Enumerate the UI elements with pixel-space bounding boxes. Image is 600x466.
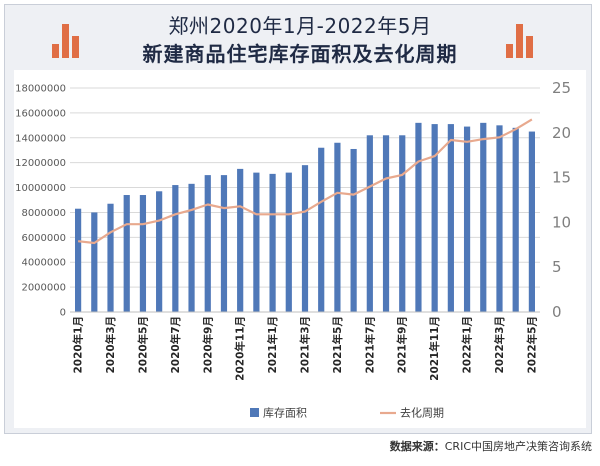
y-left-tick-label: 18000000 — [15, 84, 66, 95]
bar — [463, 126, 471, 312]
bar — [318, 147, 325, 312]
bar — [91, 212, 98, 312]
axis-layer: 0 2000000 4000000 6000000 8000000 10000000 120… — [15, 79, 571, 381]
bar — [139, 195, 147, 312]
y-left-tick-label: 10000000 — [15, 183, 66, 194]
y-right-tick-label: 15 — [552, 169, 571, 187]
bar — [107, 203, 114, 312]
bar — [123, 195, 130, 312]
y-left-tick-label: 4000000 — [21, 258, 66, 269]
bar — [350, 148, 357, 312]
x-tick-label: 2020年5月 — [136, 316, 149, 374]
bar — [366, 135, 373, 312]
legend: 库存面积 去化周期 — [250, 406, 444, 420]
bar — [188, 183, 195, 312]
y-left-tick-label: 2000000 — [21, 283, 66, 294]
bar — [480, 122, 487, 312]
bar — [204, 175, 211, 312]
y-left-tick-label: 16000000 — [15, 108, 66, 119]
bar — [382, 135, 390, 312]
bar — [496, 125, 503, 312]
y-right-tick-label: 10 — [552, 213, 571, 231]
bar — [172, 185, 179, 312]
bar — [431, 124, 438, 312]
bar — [399, 135, 406, 312]
y-right-tick-label: 25 — [552, 79, 571, 97]
bar — [512, 127, 519, 312]
bar — [301, 165, 309, 312]
source-note: 数据来源：CRIC中国房地产决策咨询系统 — [330, 438, 592, 454]
y-right-tick-label: 20 — [552, 124, 571, 142]
y-left-tick-label: 6000000 — [21, 233, 66, 244]
x-tick-label: 2021年7月 — [363, 316, 376, 374]
x-tick-label: 2021年1月 — [266, 316, 279, 374]
bar — [253, 172, 260, 312]
x-tick-label: 2021年9月 — [396, 316, 409, 374]
y-left-tick-label: 0 — [60, 308, 66, 319]
line-series-path — [77, 118, 533, 245]
line-series — [77, 118, 533, 245]
x-tick-label: 2021年11月 — [428, 316, 441, 381]
bar-chart-icon-right — [506, 22, 536, 58]
legend-swatch-bar — [250, 408, 259, 417]
y-left-tick-label: 8000000 — [21, 208, 66, 219]
bar — [220, 175, 228, 312]
bar — [75, 208, 82, 312]
x-tick-label: 2020年11月 — [234, 316, 247, 381]
legend-label-bar: 库存面积 — [263, 406, 307, 420]
x-tick-label: 2022年5月 — [525, 316, 538, 374]
x-tick-label: 2020年1月 — [72, 316, 85, 374]
x-tick-label: 2020年9月 — [201, 316, 214, 374]
bar-chart-icon-left — [52, 22, 82, 58]
bar — [156, 191, 163, 312]
source-label: 数据来源： — [389, 440, 445, 453]
x-tick-label: 2021年5月 — [331, 316, 344, 374]
bar — [285, 172, 292, 312]
y-left-tick-label: 12000000 — [15, 158, 66, 169]
chart-subtitle: 新建商品住宅库存面积及去化周期 — [142, 42, 458, 66]
x-tick-label: 2022年1月 — [461, 316, 474, 374]
x-tick-label: 2022年3月 — [493, 316, 506, 374]
bar-series — [75, 122, 535, 312]
chart-title: 郑州2020年1月-2022年5月 — [168, 14, 432, 38]
x-tick-label: 2020年7月 — [169, 316, 182, 374]
y-left-tick-label: 14000000 — [15, 133, 66, 144]
legend-label-line: 去化周期 — [400, 406, 444, 420]
y-right-tick-label: 0 — [552, 303, 562, 321]
bar — [334, 142, 341, 312]
bar — [528, 131, 535, 312]
bar — [269, 173, 276, 312]
y-right-tick-label: 5 — [552, 258, 562, 276]
source-text: CRIC中国房地产决策咨询系统 — [444, 440, 592, 453]
bar — [237, 168, 244, 312]
bar — [415, 122, 422, 312]
bar — [447, 124, 454, 312]
x-tick-label: 2020年3月 — [104, 316, 117, 374]
x-tick-label: 2021年3月 — [299, 316, 312, 374]
grid-layer — [70, 87, 540, 313]
